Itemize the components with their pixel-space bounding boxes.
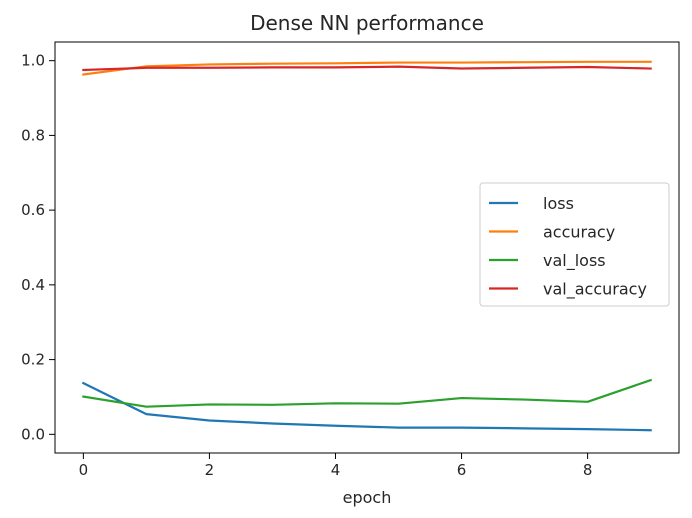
legend-label-val-accuracy: val_accuracy — [543, 280, 647, 300]
x-axis-label: epoch — [343, 488, 392, 507]
series-line-accuracy — [82, 60, 652, 76]
y-tick-label: 0.4 — [21, 276, 45, 294]
legend: loss accuracy val_loss val_accuracy — [479, 182, 670, 307]
y-tick-label: 1.0 — [21, 52, 45, 70]
series-line-val-accuracy — [82, 65, 652, 72]
series-line-loss — [81, 381, 652, 432]
legend-label-val-loss: val_loss — [543, 251, 606, 271]
x-tick-label: 0 — [79, 461, 89, 479]
x-axis: 0 2 4 6 8 — [79, 453, 593, 479]
x-tick-label: 8 — [583, 461, 593, 479]
y-tick-label: 0.2 — [21, 351, 45, 369]
plot-lines — [81, 60, 653, 432]
y-tick-label: 0.6 — [21, 201, 45, 219]
x-tick-label: 4 — [331, 461, 341, 479]
legend-label-loss: loss — [543, 194, 574, 213]
series-line-val-loss — [82, 378, 653, 408]
x-tick-label: 2 — [205, 461, 215, 479]
legend-box — [479, 182, 670, 307]
plot-frame — [54, 41, 680, 454]
y-tick-label: 0.8 — [21, 126, 45, 144]
chart-title: Dense NN performance — [250, 11, 484, 35]
x-tick-label: 6 — [457, 461, 467, 479]
y-tick-label: 0.0 — [21, 425, 45, 443]
y-axis: 0.0 0.2 0.4 0.6 0.8 1.0 — [21, 52, 55, 443]
legend-label-accuracy: accuracy — [543, 223, 615, 242]
